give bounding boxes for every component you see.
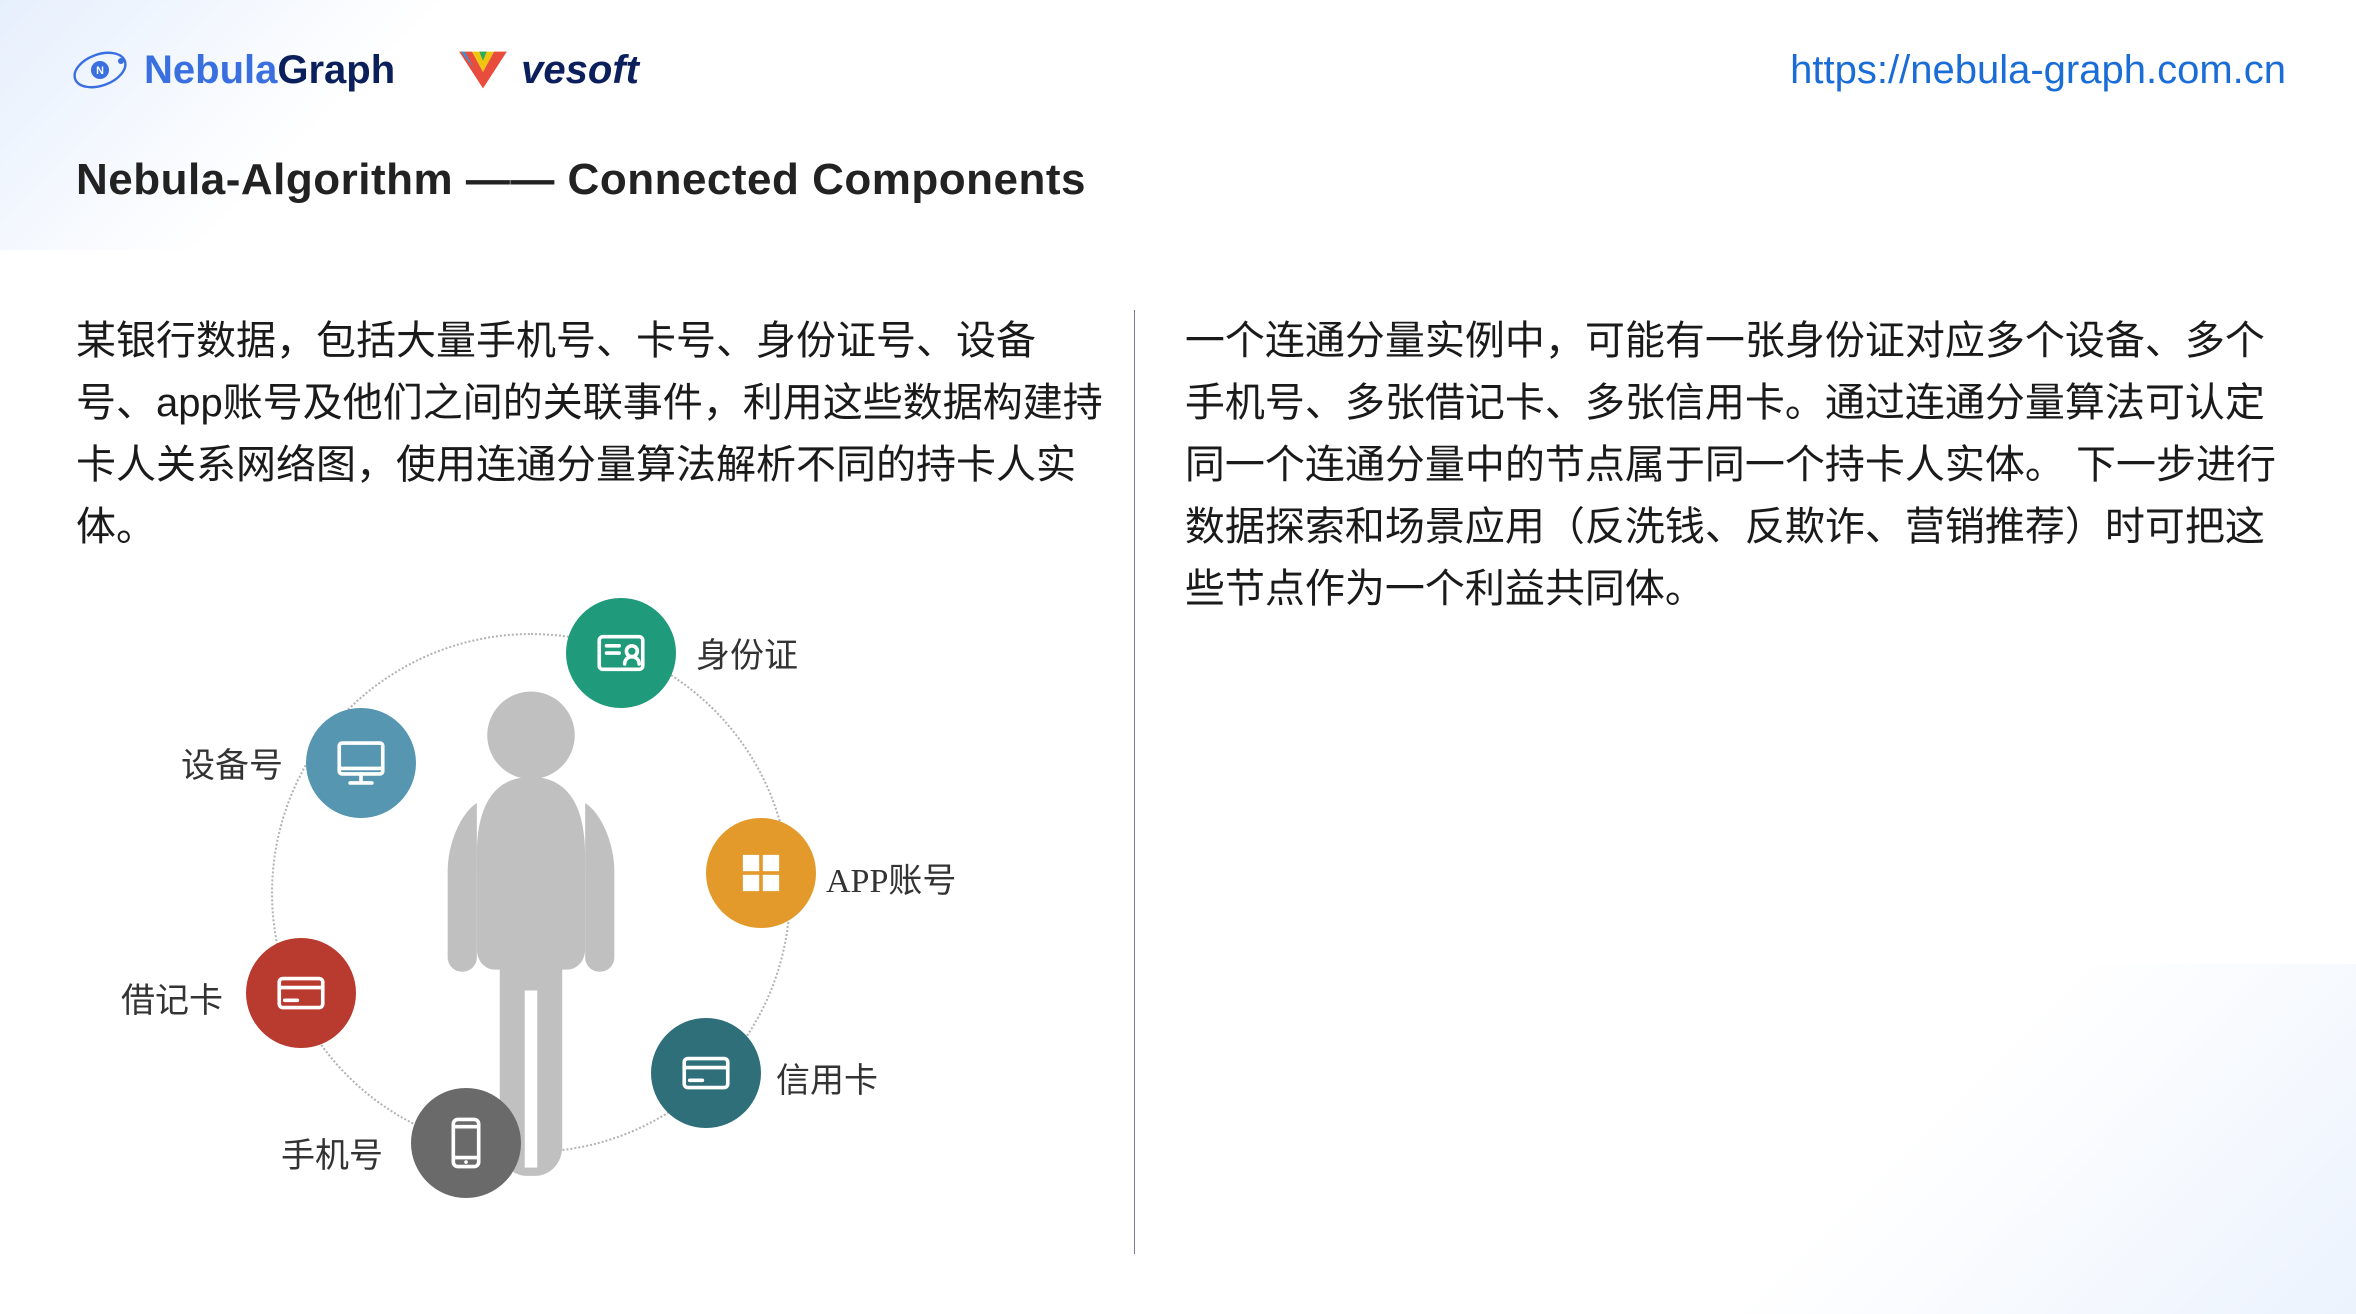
node-label-phone: 手机号 xyxy=(281,1128,383,1177)
left-paragraph: 某银行数据，包括大量手机号、卡号、身份证号、设备号、app账号及他们之间的关联事… xyxy=(76,310,1104,558)
nebulagraph-wordmark: NebulaGraph xyxy=(144,48,395,93)
header-link[interactable]: https://nebula-graph.com.cn xyxy=(1790,48,2286,93)
node-identity xyxy=(566,598,676,708)
node-credit xyxy=(651,1018,761,1128)
content-columns: 某银行数据，包括大量手机号、卡号、身份证号、设备号、app账号及他们之间的关联事… xyxy=(76,310,2280,1254)
right-paragraph: 一个连通分量实例中，可能有一张身份证对应多个设备、多个手机号、多张借记卡、多张信… xyxy=(1185,310,2280,620)
node-label-debit: 借记卡 xyxy=(121,973,223,1022)
nebula-word-b: Graph xyxy=(277,48,395,92)
node-device xyxy=(306,708,416,818)
nebulagraph-icon: N xyxy=(70,40,130,100)
monitor-icon xyxy=(332,734,390,792)
node-label-identity: 身份证 xyxy=(696,628,798,677)
id-card-icon xyxy=(592,624,650,682)
entity-diagram: 身份证设备号APP账号借记卡信用卡手机号 xyxy=(106,588,926,1208)
left-column: 某银行数据，包括大量手机号、卡号、身份证号、设备号、app账号及他们之间的关联事… xyxy=(76,310,1134,1254)
svg-text:N: N xyxy=(96,65,104,77)
card-icon xyxy=(677,1044,735,1102)
node-phone xyxy=(411,1088,521,1198)
node-label-device: 设备号 xyxy=(181,738,283,787)
header: N NebulaGraph vesoft https://nebula-grap… xyxy=(70,30,2286,110)
node-app xyxy=(706,818,816,928)
nebula-word-a: Nebula xyxy=(144,48,277,92)
vesoft-logo: vesoft xyxy=(455,48,639,93)
node-label-app: APP账号 xyxy=(826,853,956,902)
phone-icon xyxy=(437,1114,495,1172)
vesoft-wordmark: vesoft xyxy=(521,48,639,93)
node-label-credit: 信用卡 xyxy=(776,1053,878,1102)
vesoft-icon xyxy=(455,48,511,92)
card-icon xyxy=(272,964,330,1022)
app-grid-icon xyxy=(732,844,790,902)
nebulagraph-logo: N NebulaGraph xyxy=(70,40,395,100)
page-title: Nebula-Algorithm —— Connected Components xyxy=(76,155,1086,205)
node-debit xyxy=(246,938,356,1048)
right-column: 一个连通分量实例中，可能有一张身份证对应多个设备、多个手机号、多张借记卡、多张信… xyxy=(1134,310,2280,1254)
